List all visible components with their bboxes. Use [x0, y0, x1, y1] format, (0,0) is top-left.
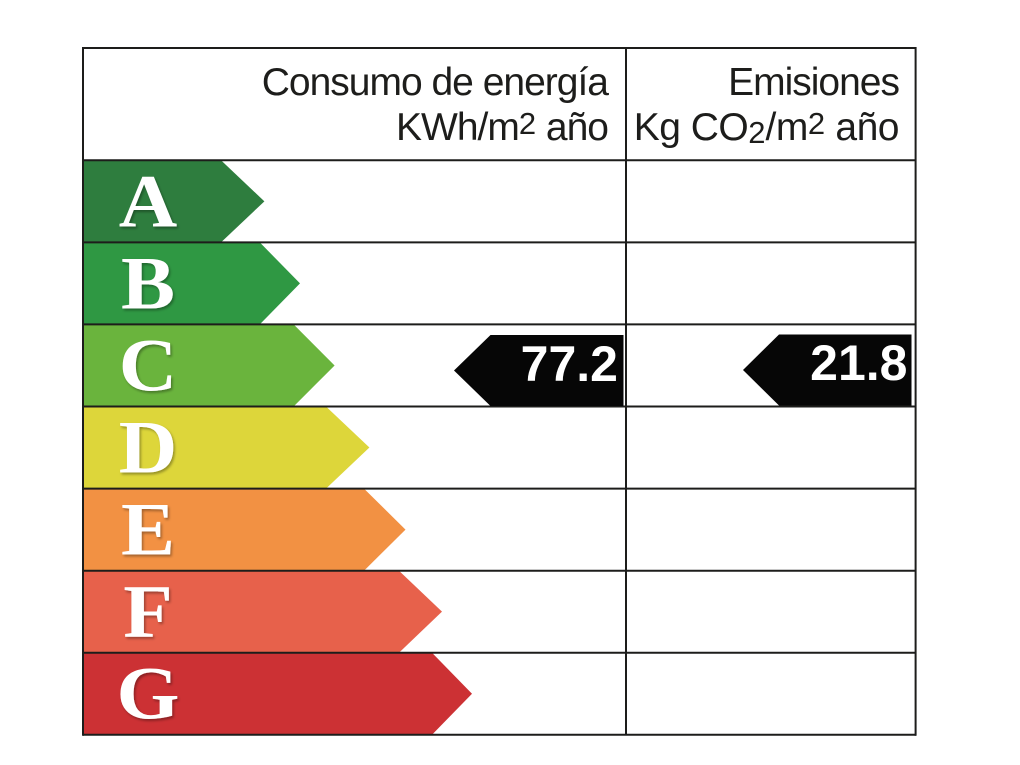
svg-text:77.2: 77.2 [521, 336, 618, 392]
svg-text:B: B [121, 241, 175, 325]
svg-text:D: D [119, 405, 178, 489]
svg-text:C: C [119, 323, 178, 407]
svg-text:21.8: 21.8 [810, 335, 907, 391]
svg-text:A: A [119, 159, 178, 243]
svg-text:E: E [121, 487, 175, 571]
svg-text:G: G [116, 651, 179, 735]
svg-text:F: F [123, 569, 172, 653]
